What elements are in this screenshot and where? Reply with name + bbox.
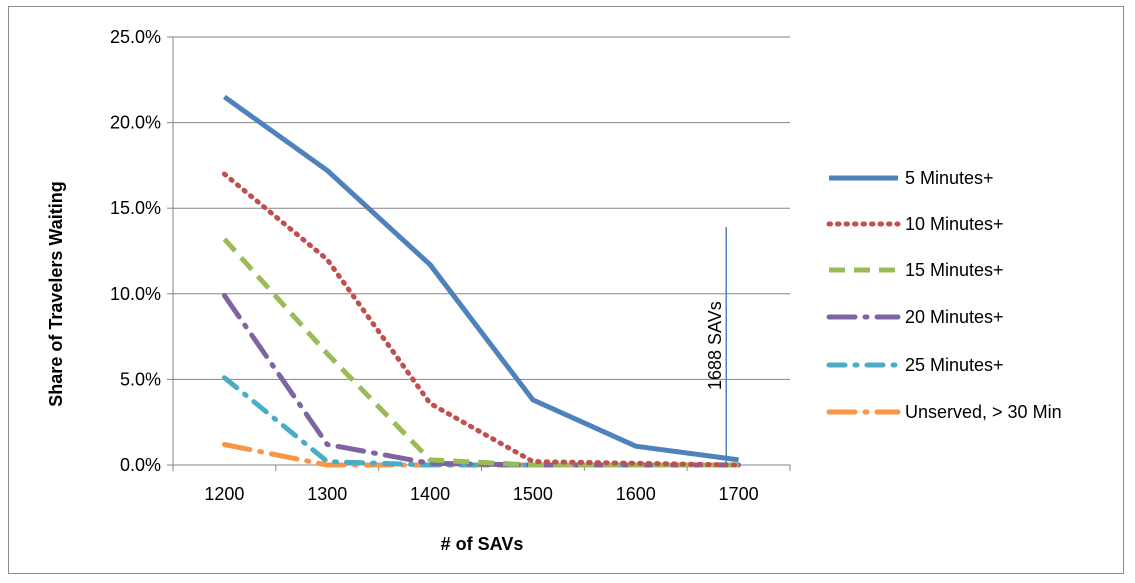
x-tick-label: 1500 xyxy=(513,484,553,504)
legend-label: Unserved, > 30 Min xyxy=(905,402,1062,422)
x-tick-label: 1200 xyxy=(204,484,244,504)
legend: 5 Minutes+ 10 Minutes+ 15 Minutes+ 20 Minut… xyxy=(826,168,1062,422)
series-line-1 xyxy=(222,94,739,463)
x-tick-label: 1700 xyxy=(719,484,759,504)
legend-label: 5 Minutes+ xyxy=(905,168,994,188)
legend-label: 15 Minutes+ xyxy=(905,260,1004,280)
legend-label: 20 Minutes+ xyxy=(905,307,1004,327)
y-tick-label: 15.0% xyxy=(110,198,161,218)
axes: 0.0% 5.0% 10.0% 15.0% 20.0% 25.0% 1200 1300 1400… xyxy=(110,27,791,504)
x-axis-title: # of SAVs xyxy=(441,534,524,554)
x-tick-label: 1600 xyxy=(616,484,656,504)
legend-label: 10 Minutes+ xyxy=(905,214,1004,234)
y-tick-label: 10.0% xyxy=(110,284,161,304)
y-tick-label: 5.0% xyxy=(120,369,161,389)
series-line-2 xyxy=(221,171,742,468)
x-tick-label: 1300 xyxy=(307,484,347,504)
vline-label: 1688 SAVs xyxy=(705,301,725,390)
series-line-4 xyxy=(221,293,742,468)
annotations: 1688 SAVs xyxy=(705,227,727,465)
y-tick-label: 0.0% xyxy=(120,455,161,475)
y-axis-title: Share of Travelers Waiting xyxy=(46,181,66,406)
series-line-3 xyxy=(222,237,739,468)
y-tick-label: 25.0% xyxy=(110,27,161,47)
legend-label: 25 Minutes+ xyxy=(905,355,1004,375)
y-tick-label: 20.0% xyxy=(110,113,161,133)
series-lines xyxy=(221,94,742,468)
chart-frame xyxy=(8,6,1124,574)
x-tick-label: 1400 xyxy=(410,484,450,504)
